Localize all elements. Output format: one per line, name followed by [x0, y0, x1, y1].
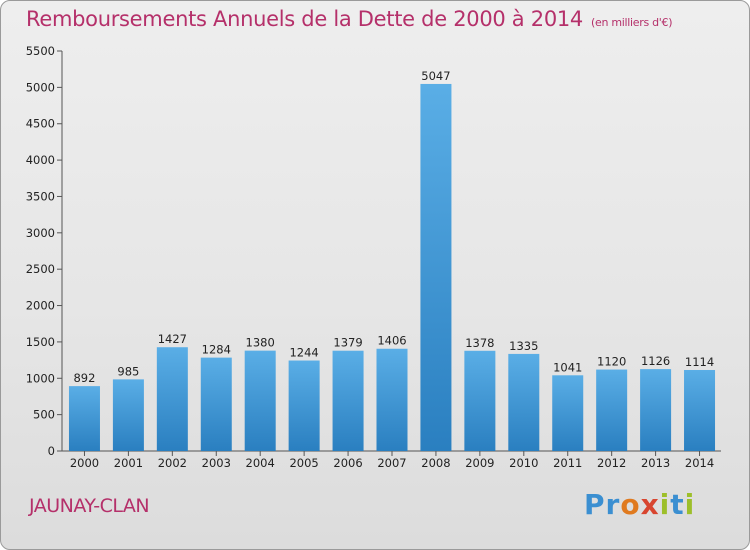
chart-subtitle: (en milliers d'€) — [591, 16, 673, 29]
data-label-2009: 1378 — [465, 336, 494, 350]
bar-2006[interactable] — [332, 350, 364, 451]
y-tick-label: 3000 — [26, 226, 55, 240]
x-tick-label: 2009 — [465, 456, 494, 470]
data-label-2008: 5047 — [421, 69, 450, 83]
chart-title-text: Remboursements Annuels de la Dette de 20… — [26, 7, 583, 31]
bar-2008[interactable] — [420, 83, 452, 451]
commune-name: JAUNAY-CLAN — [29, 495, 150, 517]
bar-2010[interactable] — [508, 353, 540, 451]
x-tick-label: 2005 — [289, 456, 318, 470]
bar-2009[interactable] — [464, 350, 496, 451]
data-label-2005: 1244 — [289, 346, 318, 360]
bars — [68, 83, 716, 451]
y-tick-label: 1500 — [26, 335, 55, 349]
bar-2000[interactable] — [68, 386, 100, 451]
x-tick-label: 2007 — [377, 456, 406, 470]
x-tick-label: 2012 — [597, 456, 626, 470]
data-label-2001: 985 — [117, 364, 139, 378]
data-label-2007: 1406 — [377, 334, 406, 348]
y-tick-label: 1000 — [26, 371, 55, 385]
data-label-2006: 1379 — [333, 336, 362, 350]
data-label-2000: 892 — [73, 371, 95, 385]
x-tick-label: 2011 — [553, 456, 582, 470]
chart-title: Remboursements Annuels de la Dette de 20… — [26, 7, 672, 31]
data-labels: 892 985 1427 1284 1380 1244 1379 1406 5047 1378 13… — [73, 69, 714, 385]
bar-2013[interactable] — [640, 369, 672, 451]
data-label-2003: 1284 — [202, 343, 231, 357]
data-label-2014: 1114 — [685, 355, 714, 369]
x-tick-label: 2014 — [685, 456, 714, 470]
x-tick-label: 2010 — [509, 456, 538, 470]
bar-2005[interactable] — [288, 360, 320, 451]
x-tick-label: 2003 — [202, 456, 231, 470]
bar-2011[interactable] — [552, 375, 584, 451]
data-label-2013: 1126 — [641, 354, 670, 368]
y-tick-label: 2500 — [26, 262, 55, 276]
x-tick-label: 2008 — [421, 456, 450, 470]
axes: 0 500 1000 1500 2000 2500 3000 3500 4000 4500 5000… — [26, 44, 721, 470]
y-tick-label: 500 — [33, 408, 55, 422]
bar-2012[interactable] — [596, 369, 628, 451]
data-label-2002: 1427 — [158, 332, 187, 346]
x-tick-label: 2004 — [246, 456, 275, 470]
y-tick-label: 3500 — [26, 189, 55, 203]
y-tick-label: 4000 — [26, 153, 55, 167]
x-tick-label: 2001 — [114, 456, 143, 470]
bar-2003[interactable] — [200, 357, 232, 451]
data-label-2010: 1335 — [509, 339, 538, 353]
proxiti-logo[interactable]: Proxiti — [584, 488, 696, 521]
y-tick-label: 4500 — [26, 117, 55, 131]
y-tick-label: 5000 — [26, 80, 55, 94]
bar-2014[interactable] — [684, 369, 716, 451]
x-tick-label: 2013 — [641, 456, 670, 470]
x-tick-label: 2000 — [70, 456, 99, 470]
x-tick-label: 2006 — [333, 456, 362, 470]
bar-2007[interactable] — [376, 348, 408, 451]
y-tick-label: 5500 — [26, 44, 55, 58]
data-label-2012: 1120 — [597, 355, 626, 369]
bar-2002[interactable] — [156, 347, 188, 451]
y-tick-label: 2000 — [26, 299, 55, 313]
data-label-2004: 1380 — [246, 336, 275, 350]
x-tick-label: 2002 — [158, 456, 187, 470]
bar-2001[interactable] — [112, 379, 144, 451]
data-label-2011: 1041 — [553, 360, 582, 374]
y-tick-label: 0 — [48, 444, 55, 458]
bar-2004[interactable] — [244, 350, 276, 451]
